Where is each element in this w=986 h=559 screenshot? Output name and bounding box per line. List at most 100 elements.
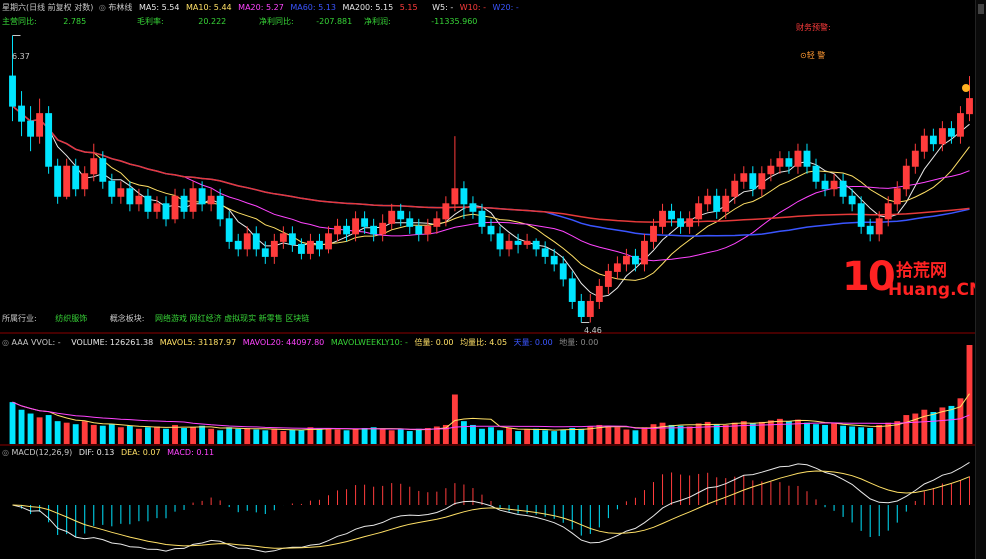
industry-row: 所属行业: 纺织服饰 概念板块: 网络游戏 网红经济 虚拟现实 新零售 区块链 <box>2 313 309 324</box>
volume-bar <box>903 415 910 444</box>
mavol5-value: MAVOL5: 31187.97 <box>159 338 237 347</box>
volume-bar <box>235 428 242 444</box>
candle-body <box>144 195 152 212</box>
candle-body <box>433 218 441 227</box>
macd-name[interactable]: MACD(12,26,9) <box>11 448 73 457</box>
candle-body <box>279 233 287 242</box>
concept-label: 概念板块: <box>109 314 145 323</box>
volume-bar <box>253 429 260 444</box>
high-price-label: 6.37 <box>12 52 30 61</box>
candle-body <box>523 240 531 245</box>
ma60-value: MA60: 5.13 <box>290 3 336 12</box>
volume-bar <box>45 415 52 444</box>
candle-body <box>803 150 811 167</box>
candle-body <box>198 188 206 205</box>
volume-bar <box>289 429 296 444</box>
financial-warning[interactable]: 财务预警: <box>796 23 831 32</box>
candle-body <box>722 195 730 212</box>
mavol20-value: MAVOL20: 44097.80 <box>242 338 325 347</box>
candle-body <box>9 75 16 107</box>
candle-body <box>36 113 44 137</box>
candle-body <box>216 195 224 220</box>
volume-name[interactable]: AAA VVOL: <box>11 338 56 347</box>
candle-body <box>171 195 179 220</box>
candle-body <box>487 225 495 235</box>
ma5-line <box>12 105 970 298</box>
candle-body <box>866 225 874 235</box>
indicator-icon: ◎ <box>98 3 106 12</box>
candle-body <box>541 248 549 257</box>
volume-header: ◎ AAA VVOL: - VOLUME: 126261.38 MAVOL5: … <box>2 337 598 348</box>
candle-body <box>875 218 883 235</box>
candle-body <box>884 203 892 220</box>
mavol5-line <box>12 393 970 431</box>
candle-body <box>99 158 107 182</box>
candle-body <box>848 195 856 205</box>
candle-body <box>767 165 775 175</box>
w5-value: W5: - <box>432 3 454 12</box>
row2-value-1: 20.222 <box>198 17 227 26</box>
volume-bar <box>63 422 70 444</box>
candle-body <box>379 222 387 235</box>
volume-bar <box>578 428 585 444</box>
macd-header: ◎ MACD(12,26,9) DIF: 0.13 DEA: 0.07 MACD… <box>2 448 214 457</box>
row2-label-2: 净利同比: <box>259 17 294 26</box>
candle-body <box>785 158 793 167</box>
volume-bar <box>930 412 937 444</box>
volume-bar <box>677 425 684 444</box>
volume-bar <box>9 402 16 444</box>
dea-line <box>12 470 970 549</box>
candle-body <box>938 128 946 145</box>
volume-bar <box>650 424 657 444</box>
candle-body <box>334 225 341 235</box>
financial-col-2: 毛利率: 20.222 <box>137 16 226 27</box>
alert-label[interactable]: ⊙轻 警 <box>800 51 826 60</box>
volume-bar <box>226 427 233 444</box>
volume-bar <box>460 421 467 444</box>
volume-bar <box>244 428 251 444</box>
volume-bar <box>298 430 305 444</box>
volume-bar <box>316 428 323 444</box>
volume-bar <box>542 430 549 444</box>
volume-bar <box>758 421 765 444</box>
volume-bar <box>885 422 892 444</box>
volume-bar <box>433 426 440 444</box>
volume-bar <box>217 430 224 444</box>
volume-bar <box>894 421 901 444</box>
w10-value: W10: - <box>459 3 486 12</box>
candle-body <box>81 173 89 190</box>
candle-body <box>234 240 242 250</box>
candle-body <box>632 255 639 265</box>
candle-body <box>758 173 766 190</box>
candle-body <box>189 188 197 212</box>
volume-bar <box>27 413 34 444</box>
watermark-cn: 拾荒网 <box>896 261 947 281</box>
volume-bar <box>199 425 206 444</box>
volume-bar <box>668 424 675 444</box>
ma5-value: MA5: 5.54 <box>138 3 180 12</box>
volume-bar <box>722 424 729 444</box>
industry-value[interactable]: 纺织服饰 <box>55 314 88 323</box>
watermark-number: 10 <box>842 254 896 300</box>
watermark-en: Huang.CN <box>888 280 984 300</box>
vertical-scrollbar[interactable] <box>975 0 986 559</box>
ma-extra-value: 5.15 <box>399 3 418 12</box>
ma200-value: MA200: 5.15 <box>342 3 394 12</box>
volume-sep: - <box>57 338 61 347</box>
scroll-thumb[interactable] <box>978 4 984 14</box>
volume-bar <box>424 428 431 444</box>
candle-body <box>839 180 847 197</box>
indicator-label[interactable]: 布林线 <box>108 3 133 12</box>
volume-bar <box>560 429 567 444</box>
volume-bar <box>72 424 79 444</box>
concept-value[interactable]: 网络游戏 网红经济 虚拟现实 新零售 区块链 <box>155 314 310 323</box>
candle-body <box>261 248 269 257</box>
candle-body <box>388 210 396 224</box>
ma200-line <box>12 105 970 223</box>
volume-bar <box>569 428 576 444</box>
volume-bar <box>515 431 522 444</box>
mavol20-line <box>12 401 970 430</box>
volume-bar <box>632 430 639 444</box>
candle-body <box>686 218 694 227</box>
candle-body <box>415 225 423 235</box>
